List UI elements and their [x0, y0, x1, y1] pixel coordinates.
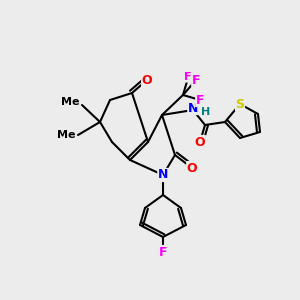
- Text: F: F: [192, 74, 200, 86]
- Text: O: O: [187, 161, 197, 175]
- Text: Me: Me: [58, 130, 76, 140]
- Text: F: F: [159, 245, 167, 259]
- Text: F: F: [184, 72, 192, 82]
- Text: H: H: [201, 107, 210, 117]
- Text: N: N: [158, 169, 168, 182]
- Text: O: O: [195, 136, 205, 148]
- Text: F: F: [196, 94, 204, 106]
- Text: Me: Me: [61, 97, 80, 107]
- Text: S: S: [236, 98, 244, 110]
- Text: N: N: [188, 101, 198, 115]
- Text: O: O: [142, 74, 152, 86]
